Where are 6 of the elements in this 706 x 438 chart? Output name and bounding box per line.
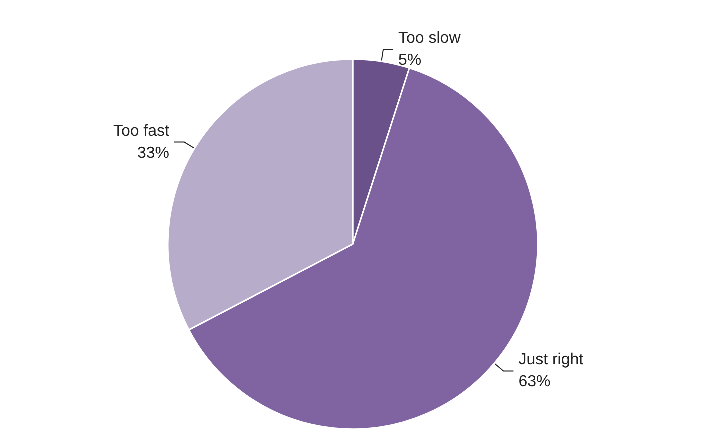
slice-label: Too fast	[113, 122, 170, 140]
slice-label: Just right	[518, 352, 584, 369]
data-label: 5%	[398, 52, 422, 70]
data-label: 63%	[518, 374, 551, 391]
slice-label: Too slow	[398, 30, 462, 48]
data-label: 33%	[137, 144, 170, 162]
